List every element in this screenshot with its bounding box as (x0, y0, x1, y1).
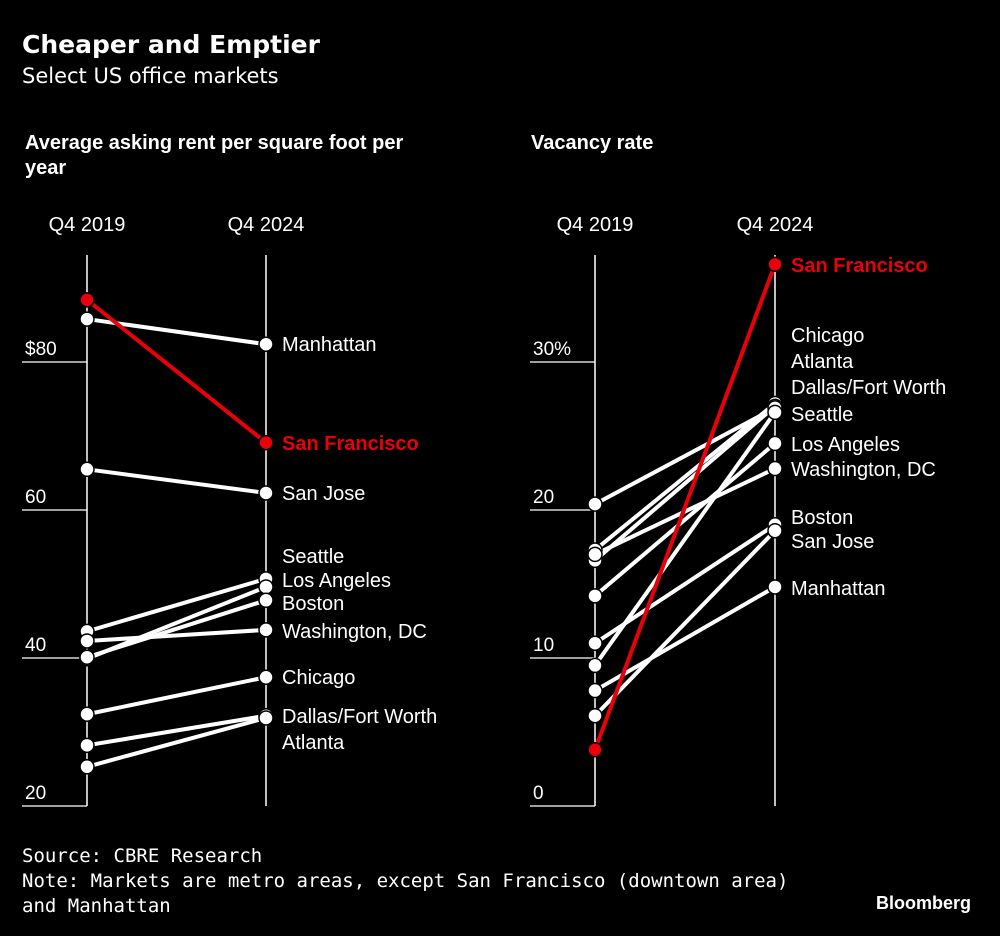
source-text: Source: CBRE Research (22, 845, 263, 867)
y-tick-label: 20 (25, 783, 46, 804)
slope-line (593, 401, 777, 552)
series-label: San Francisco (791, 255, 928, 277)
chart-subtitle: Select US office markets (22, 64, 279, 88)
slope-line (86, 716, 267, 769)
point-2019 (587, 742, 603, 758)
slope-line (86, 598, 267, 660)
y-tick-label: 20 (533, 487, 554, 508)
point-2019 (79, 649, 95, 666)
point-2024 (258, 592, 274, 609)
point-2019 (79, 292, 95, 308)
series-label: Atlanta (282, 732, 345, 754)
slope-line (593, 529, 777, 718)
series-label: Atlanta (791, 351, 854, 373)
series-label: Washington, DC (282, 621, 427, 643)
slope-line (593, 263, 777, 751)
series-label: Los Angeles (282, 570, 391, 592)
point-2019 (79, 706, 95, 722)
slope-line (86, 627, 267, 643)
point-2024 (767, 579, 783, 595)
point-2024 (767, 404, 783, 421)
series-label: Manhattan (282, 334, 377, 356)
series-label: Boston (791, 507, 853, 529)
slope-line (86, 713, 267, 748)
series-label: Dallas/Fort Worth (791, 377, 946, 399)
series-label: Dallas/Fort Worth (282, 706, 437, 728)
series-label: Seattle (791, 404, 853, 426)
point-2019 (587, 635, 603, 651)
series-label: San Jose (791, 531, 874, 553)
point-2024 (258, 336, 274, 352)
y-tick-label: 40 (25, 635, 46, 656)
point-2024 (258, 485, 274, 501)
series-label: Washington, DC (791, 459, 936, 481)
point-2019 (587, 496, 603, 512)
rent-panel-title: Average asking rent per square foot per … (25, 132, 404, 179)
vacancy-panel-title: Vacancy rate (531, 132, 654, 154)
point-2024 (258, 710, 274, 726)
chart-title: Cheaper and Emptier (22, 30, 320, 59)
column-header-2024: Q4 2024 (228, 214, 305, 236)
y-tick-label: $80 (25, 339, 57, 360)
series-label: Chicago (791, 325, 864, 347)
point-2019 (79, 311, 95, 327)
point-2019 (587, 546, 603, 563)
point-2019 (587, 707, 603, 724)
series-label: Boston (282, 593, 344, 615)
point-2019 (587, 657, 603, 674)
point-2019 (79, 461, 95, 478)
y-tick-label: 30% (533, 339, 571, 360)
series-label: San Francisco (282, 433, 419, 455)
series-label: San Jose (282, 483, 365, 505)
footer-notes: Source: CBRE Research Note: Markets are … (22, 844, 788, 919)
series-label: Manhattan (791, 578, 886, 600)
column-header-2019: Q4 2019 (49, 214, 126, 236)
series-label: Chicago (282, 667, 355, 689)
column-header-2019: Q4 2019 (557, 214, 634, 236)
slope-line (86, 675, 267, 717)
point-2024 (258, 434, 274, 451)
point-2024 (258, 669, 274, 685)
y-tick-label: 10 (533, 635, 554, 656)
point-2019 (79, 633, 95, 649)
slope-line (86, 467, 267, 495)
slope-line (85, 298, 268, 445)
slope-line (593, 441, 777, 598)
slope-line (86, 576, 267, 634)
point-2019 (79, 759, 95, 775)
point-2024 (258, 579, 274, 595)
point-2024 (767, 460, 783, 477)
point-2024 (767, 256, 783, 273)
point-2024 (767, 522, 783, 539)
column-header-2024: Q4 2024 (737, 214, 814, 236)
point-2019 (587, 682, 603, 699)
y-tick-label: 0 (533, 783, 544, 804)
series-label: Los Angeles (791, 434, 900, 456)
point-2019 (587, 588, 603, 604)
point-2024 (258, 622, 274, 638)
note-text-1: Note: Markets are metro areas, except Sa… (22, 870, 789, 892)
bloomberg-logo: Bloomberg (875, 893, 971, 913)
point-2024 (767, 435, 783, 452)
series-label: Seattle (282, 546, 344, 568)
slope-line (594, 406, 776, 506)
point-2019 (79, 737, 95, 754)
slope-line (593, 523, 777, 645)
y-tick-label: 60 (25, 487, 46, 508)
slope-line (593, 404, 777, 562)
note-text-2: and Manhattan (22, 895, 171, 917)
